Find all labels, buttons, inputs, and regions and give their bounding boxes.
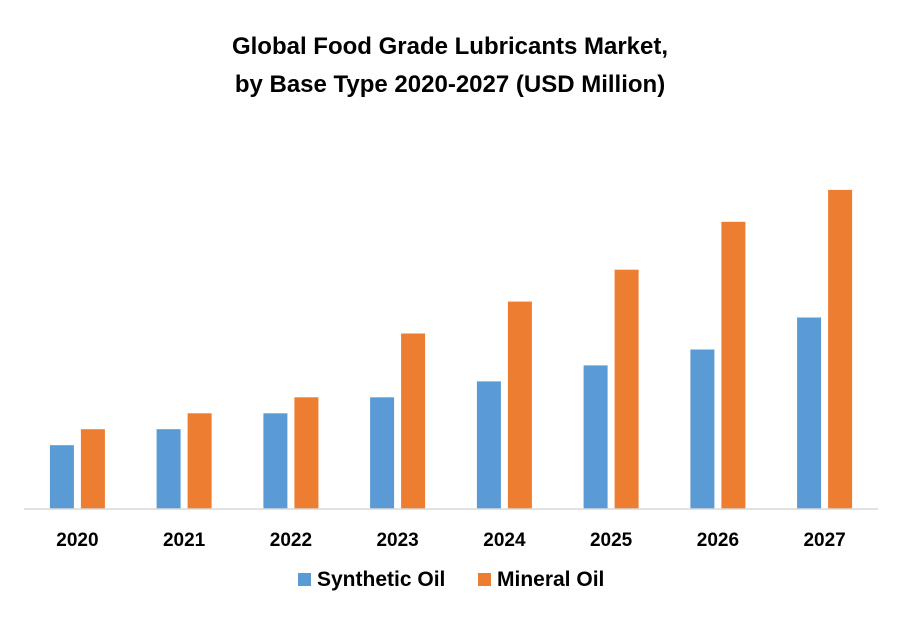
bar-mineral-oil-2027 (828, 189, 853, 509)
x-tick-label-2023: 2023 (376, 530, 418, 551)
bar-synthetic-oil-2021 (156, 429, 181, 509)
x-tick-label-2025: 2025 (590, 530, 633, 551)
x-tick-label-2024: 2024 (483, 530, 526, 551)
bar-mineral-oil-2026 (721, 221, 746, 510)
x-tick-label-2022: 2022 (270, 530, 312, 551)
bar-mineral-oil-2025 (614, 269, 639, 509)
bar-mineral-oil-2024 (507, 301, 532, 509)
bar-synthetic-oil-2027 (797, 317, 822, 509)
legend-label-synthetic-oil: Synthetic Oil (317, 568, 445, 591)
bar-synthetic-oil-2022 (263, 413, 288, 509)
chart-title-block: Global Food Grade Lubricants Market, by … (0, 28, 900, 104)
chart-subtitle: by Base Type 2020-2027 (USD Million) (234, 71, 666, 98)
legend-label-mineral-oil: Mineral Oil (497, 568, 604, 591)
x-tick-label-2021: 2021 (163, 530, 206, 551)
x-tick-label-2020: 2020 (56, 530, 98, 551)
bar-synthetic-oil-2020 (49, 445, 74, 509)
bar-synthetic-oil-2026 (690, 349, 715, 509)
bar-mineral-oil-2022 (294, 397, 319, 509)
x-tick-label-2027: 2027 (803, 530, 845, 551)
bar-mineral-oil-2023 (401, 333, 426, 509)
bar-mineral-oil-2020 (80, 429, 105, 509)
bar-synthetic-oil-2025 (583, 365, 608, 509)
legend-swatch-mineral-oil (478, 573, 491, 586)
legend: Synthetic Oil Mineral Oil (298, 568, 604, 591)
bar-synthetic-oil-2023 (370, 397, 395, 509)
bar-mineral-oil-2021 (187, 413, 212, 509)
bars-group (49, 189, 853, 510)
legend-swatch-synthetic-oil (298, 573, 311, 586)
chart-title: Global Food Grade Lubricants Market, (231, 33, 669, 60)
x-tick-labels: 2020 2021 2022 2023 2024 2025 2026 2027 (56, 530, 845, 551)
x-tick-label-2026: 2026 (697, 530, 739, 551)
bar-synthetic-oil-2024 (476, 381, 501, 509)
